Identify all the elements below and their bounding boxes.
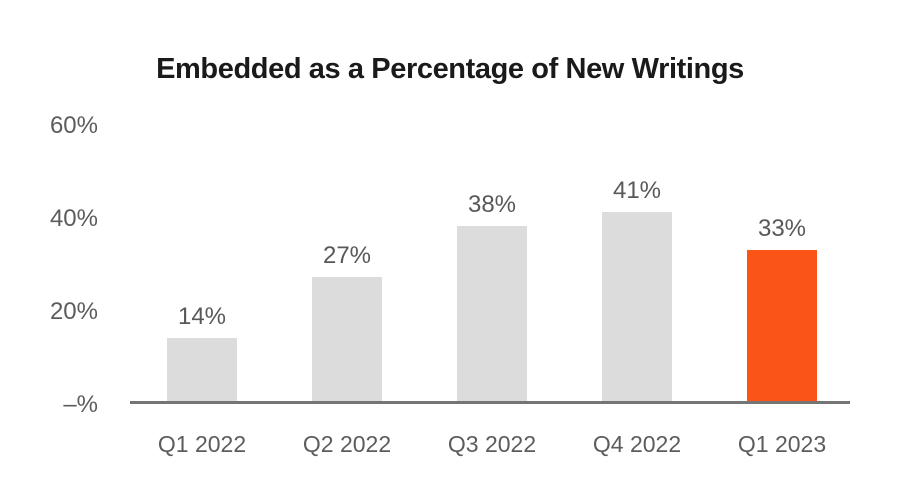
y-axis-tick-label: –% <box>63 391 98 418</box>
chart-title: Embedded as a Percentage of New Writings <box>156 53 744 85</box>
bar-highlighted <box>747 250 817 403</box>
bar-value-label: 41% <box>612 177 662 204</box>
x-axis-tick-label: Q4 2022 <box>592 431 682 457</box>
bar <box>602 212 672 403</box>
bar-value-label: 14% <box>177 303 227 330</box>
y-axis-tick-label: 40% <box>49 205 98 232</box>
x-axis-tick-label: Q1 2023 <box>737 431 827 457</box>
bar <box>312 277 382 403</box>
y-axis-tick-label: 20% <box>49 298 98 325</box>
bar-value-label: 33% <box>757 215 807 242</box>
x-axis-tick-label: Q3 2022 <box>447 431 537 457</box>
y-axis-tick-label: 60% <box>49 112 98 139</box>
bar-value-label: 38% <box>467 191 517 218</box>
bar <box>457 226 527 403</box>
bar-value-label: 27% <box>322 242 372 269</box>
x-axis-tick-label: Q2 2022 <box>302 431 392 457</box>
x-axis-tick-label: Q1 2022 <box>157 431 247 457</box>
x-axis-line <box>130 401 850 404</box>
bar <box>167 338 237 403</box>
